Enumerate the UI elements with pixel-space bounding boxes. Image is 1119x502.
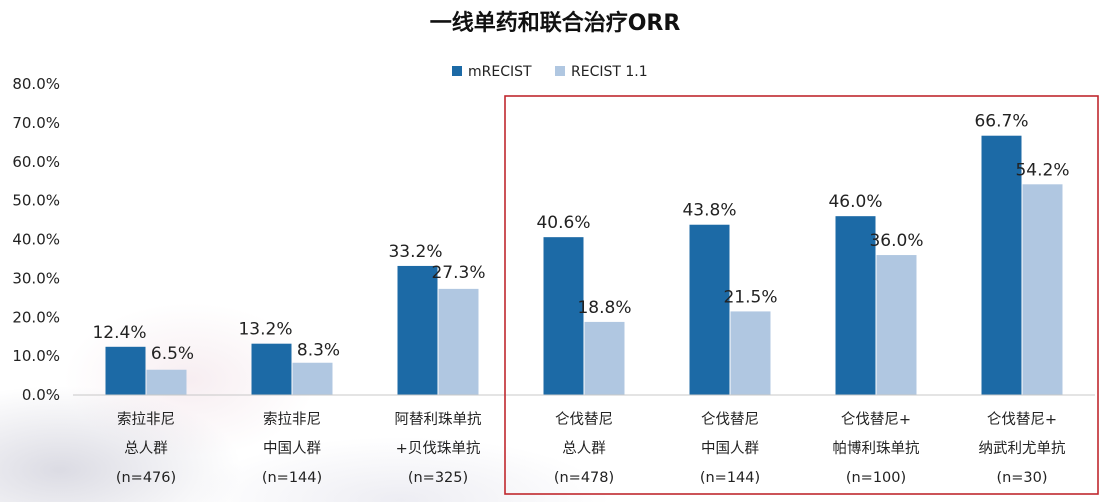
bar-mrecist — [835, 216, 876, 395]
bar-recist — [730, 311, 771, 395]
bar-recist — [146, 369, 187, 395]
legend-swatch-recist — [555, 66, 565, 76]
data-label-mrecist: 13.2% — [238, 320, 292, 340]
y-tick-label: 80.0% — [12, 75, 60, 93]
y-tick-label: 10.0% — [12, 347, 60, 365]
category-label: 仑伐替尼 — [701, 411, 759, 428]
legend-label-mrecist: mRECIST — [468, 64, 532, 80]
category-label: 阿替利珠单抗 — [395, 411, 482, 428]
category-label: 索拉非尼 — [263, 411, 321, 428]
y-tick-label: 70.0% — [12, 114, 60, 132]
data-labels: 12.4%6.5% 13.2%8.3% 33.2%27.3% 40.6% 18.8% 43… — [92, 112, 1069, 364]
data-label-mrecist: 66.7% — [974, 112, 1028, 132]
y-tick-label: 60.0% — [12, 153, 60, 171]
data-label-recist: 6.5% — [151, 344, 194, 364]
bar-recist — [584, 321, 625, 395]
legend-label-recist: RECIST 1.1 — [571, 64, 648, 80]
category-label: 中国人群 — [701, 440, 759, 457]
y-tick-label: 40.0% — [12, 231, 60, 249]
legend-swatch-mrecist — [452, 66, 462, 76]
bar-recist — [292, 362, 333, 395]
bar-mrecist — [105, 346, 146, 395]
category-label: 仑伐替尼+ — [841, 411, 911, 428]
bar-mrecist — [981, 135, 1022, 396]
bar-mrecist — [251, 343, 292, 395]
category-label: 仑伐替尼+ — [987, 411, 1057, 428]
data-label-recist: 54.2% — [1015, 160, 1069, 180]
category-label: (n=478) — [554, 470, 614, 486]
bar-mrecist — [689, 224, 730, 395]
category-label: 仑伐替尼 — [555, 411, 613, 428]
category-label: 索拉非尼 — [117, 411, 175, 428]
data-label-recist: 21.5% — [723, 287, 777, 307]
category-label: (n=144) — [262, 470, 322, 486]
category-label: (n=30) — [996, 470, 1047, 486]
bar-recist — [438, 288, 479, 395]
bars — [105, 135, 1063, 396]
data-label-recist: 27.3% — [431, 263, 485, 283]
category-label: +贝伐珠单抗 — [396, 440, 481, 457]
y-axis: 0.0% 10.0% 20.0% 30.0% 40.0% 50.0% 60.0% 70.0% 8… — [12, 75, 60, 404]
category-label: (n=144) — [700, 470, 760, 486]
category-label: (n=476) — [116, 470, 176, 486]
y-tick-label: 50.0% — [12, 192, 60, 210]
data-label-mrecist: 33.2% — [388, 242, 442, 262]
category-label: 总人群 — [124, 440, 168, 457]
bar-recist — [1022, 184, 1063, 395]
bar-recist — [876, 255, 917, 395]
chart-title: 一线单药和联合治疗ORR — [430, 10, 681, 36]
y-tick-label: 20.0% — [12, 308, 60, 326]
data-label-recist: 18.8% — [577, 298, 631, 318]
category-label: 纳武利尤单抗 — [979, 440, 1066, 457]
bar-mrecist — [543, 237, 584, 395]
data-label-recist: 36.0% — [869, 231, 923, 251]
y-tick-label: 30.0% — [12, 269, 60, 287]
category-label: 总人群 — [562, 440, 606, 457]
y-tick-label: 0.0% — [22, 386, 60, 404]
data-label-mrecist: 12.4% — [92, 323, 146, 343]
data-label-mrecist: 40.6% — [536, 213, 590, 233]
highlight-box — [504, 95, 1099, 495]
category-label: 帕博利珠单抗 — [833, 440, 920, 457]
data-label-mrecist: 46.0% — [828, 192, 882, 212]
category-label: 中国人群 — [263, 440, 321, 457]
category-label: (n=100) — [846, 470, 906, 486]
bar-mrecist — [397, 265, 438, 395]
data-label-mrecist: 43.8% — [682, 201, 736, 221]
category-label: (n=325) — [408, 470, 468, 486]
data-label-recist: 8.3% — [297, 341, 340, 361]
legend: mRECIST RECIST 1.1 — [452, 64, 648, 80]
